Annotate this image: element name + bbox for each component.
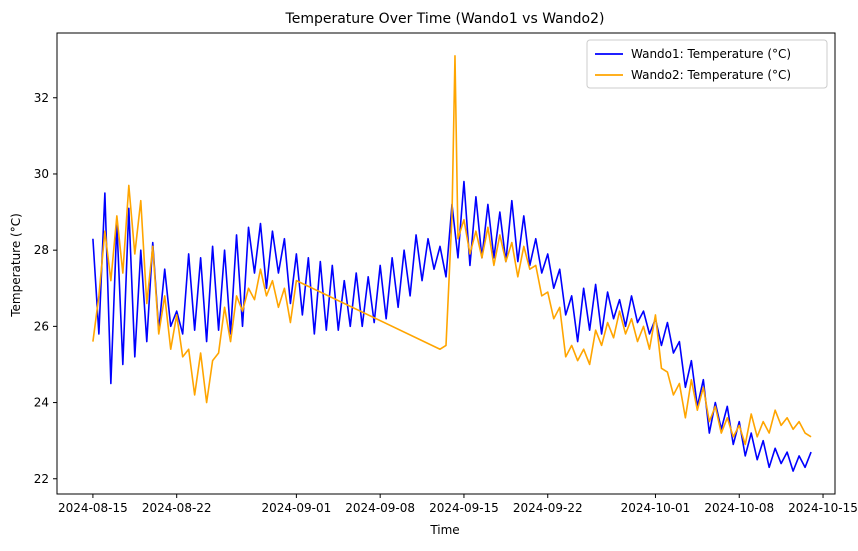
y-axis: 22 24 26 28 30 32 — [34, 91, 57, 486]
x-tick-label: 2024-08-22 — [142, 501, 212, 515]
x-tick-label: 2024-09-15 — [429, 501, 499, 515]
legend: Wando1: Temperature (°C) Wando2: Temperat… — [586, 39, 828, 89]
x-tick-label: 2024-10-01 — [621, 501, 691, 515]
y-tick-label: 22 — [34, 472, 49, 486]
y-tick-label: 28 — [34, 243, 49, 257]
x-axis-label: Time — [429, 523, 459, 537]
series-layer — [92, 55, 812, 472]
legend-box — [586, 39, 828, 89]
series-line-2 — [92, 55, 812, 446]
legend-label-2: Wando2: Temperature (°C) — [631, 68, 791, 82]
plot-frame — [56, 32, 836, 495]
plot-background — [57, 33, 835, 494]
y-tick-label: 30 — [34, 167, 49, 181]
x-axis: 2024-08-15 2024-08-22 2024-09-01 2024-09-08… — [58, 494, 858, 515]
y-tick-label: 32 — [34, 91, 49, 105]
x-tick-label: 2024-09-08 — [345, 501, 415, 515]
y-axis-label: Temperature (°C) — [9, 213, 23, 318]
legend-label-1: Wando1: Temperature (°C) — [631, 47, 791, 61]
x-tick-label: 2024-09-22 — [513, 501, 583, 515]
x-tick-label: 2024-10-08 — [704, 501, 774, 515]
x-tick-label: 2024-09-01 — [262, 501, 332, 515]
y-tick-label: 24 — [34, 396, 49, 410]
x-tick-label: 2024-08-15 — [58, 501, 128, 515]
plot-area — [56, 32, 836, 495]
chart-title: Temperature Over Time (Wando1 vs Wando2) — [285, 11, 605, 27]
y-tick-label: 26 — [34, 319, 49, 333]
x-tick-label: 2024-10-15 — [788, 501, 858, 515]
